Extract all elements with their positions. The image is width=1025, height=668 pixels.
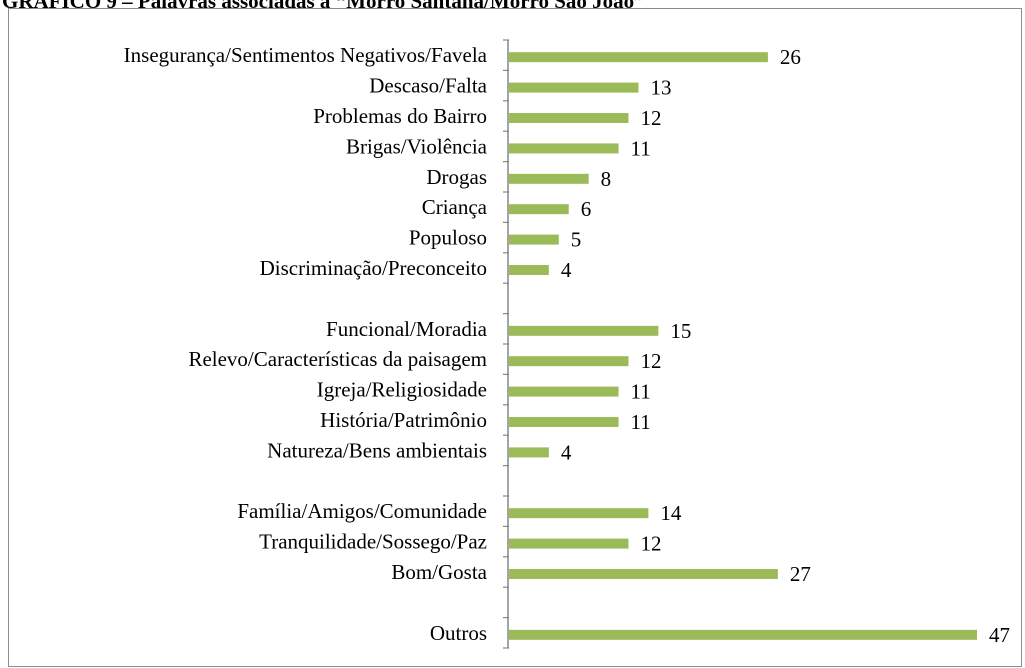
category-label: Brigas/Violência [346,134,488,158]
category-label: Outros [430,621,487,645]
bar [509,234,559,245]
category-label: Família/Amigos/Comunidade [237,499,487,523]
bar [509,538,629,549]
data-label: 26 [780,45,801,69]
bar [509,447,549,458]
bar [509,143,619,154]
data-label: 11 [631,136,651,160]
data-label: 12 [640,532,661,556]
data-label: 47 [989,623,1010,647]
data-label: 4 [561,258,572,282]
bar [509,82,639,93]
category-label: Populoso [409,226,487,250]
data-label: 11 [631,410,651,434]
data-label: 13 [650,76,671,100]
data-label: 8 [601,167,612,191]
bar [509,417,619,427]
bars [509,52,977,640]
category-label: Igreja/Religiosidade [317,378,487,402]
category-label: Tranquilidade/Sossego/Paz [259,530,487,554]
data-label: 27 [790,562,811,586]
bar [509,508,649,519]
category-label: Bom/Gosta [391,560,487,584]
value-labels: 26 13 12 11 86 5 4 15 12 11 11 4 14 12 27 47 [561,45,1010,647]
data-label: 15 [670,319,691,343]
chart-frame [8,8,1022,667]
bar [509,325,659,336]
bar [509,569,778,579]
bar [509,386,619,397]
category-label: Problemas do Bairro [313,104,487,128]
category-label: Drogas [426,165,487,189]
category-label: Descaso/Falta [369,74,487,98]
category-label: Insegurança/Sentimentos Negativos/Favela [124,43,488,67]
bar [509,113,629,123]
bar [509,356,629,367]
bar [509,265,549,275]
bar [509,629,977,640]
category-label: História/Patrimônio [320,408,487,432]
bar [509,52,768,63]
category-label: Natureza/Bens ambientais [267,438,487,462]
data-label: 12 [640,106,661,130]
data-label: 4 [561,440,572,464]
data-label: 12 [640,349,661,373]
category-label: Funcional/Moradia [326,317,488,341]
data-label: 14 [660,501,682,525]
data-label: 5 [571,228,582,252]
data-label: 6 [581,197,592,221]
bar [509,204,569,215]
data-label: 11 [631,380,651,404]
category-label: Criança [422,195,488,219]
category-label: Discriminação/Preconceito [260,256,487,280]
category-label: Relevo/Características da paisagem [188,347,487,371]
bar [509,173,589,184]
category-labels: Insegurança/Sentimentos Negativos/Favela… [124,43,488,645]
